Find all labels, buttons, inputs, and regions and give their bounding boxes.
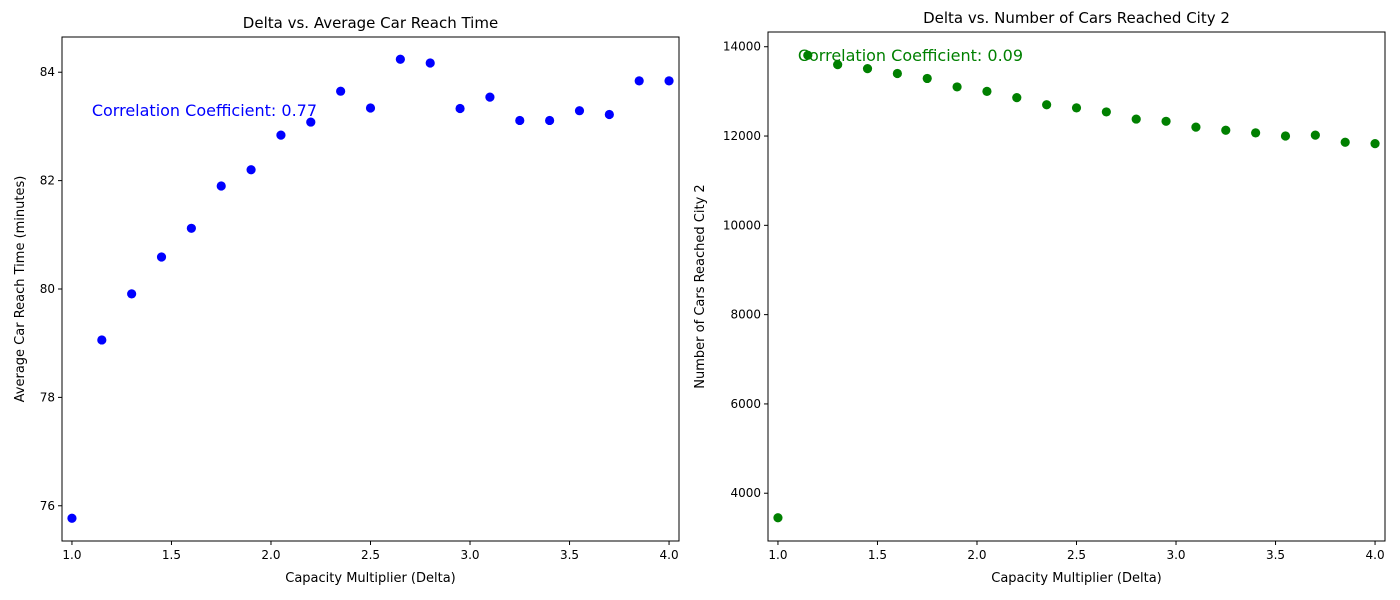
data-point <box>952 82 962 92</box>
x-tick-label: 1.5 <box>162 548 181 562</box>
data-point <box>216 181 226 191</box>
data-point <box>664 76 674 86</box>
data-point <box>97 335 107 345</box>
x-tick-label: 3.5 <box>560 548 579 562</box>
chart-panel-cars-reached: Delta vs. Number of Cars Reached City 2 1… <box>693 9 1386 586</box>
y-axis-label: Number of Cars Reached City 2 <box>693 184 708 388</box>
data-point <box>1071 103 1082 113</box>
data-point <box>425 58 435 68</box>
data-point <box>127 289 137 299</box>
y-tick-label: 82 <box>40 174 55 188</box>
data-point <box>395 54 405 64</box>
y-tick-label: 78 <box>40 390 55 404</box>
x-axis-label: Capacity Multiplier (Delta) <box>991 571 1162 586</box>
x-tick-label: 1.0 <box>62 548 81 562</box>
data-point <box>485 92 495 102</box>
x-tick-label: 3.0 <box>460 548 479 562</box>
correlation-annotation: Correlation Coefficient: 0.77 <box>92 101 317 120</box>
data-point <box>773 513 783 523</box>
y-tick-label: 76 <box>40 499 55 513</box>
data-point <box>1221 125 1231 135</box>
data-point <box>1340 137 1350 147</box>
data-point <box>306 117 316 127</box>
data-point <box>276 130 286 140</box>
data-point <box>892 68 902 79</box>
data-point <box>574 106 585 116</box>
data-point <box>1310 130 1320 140</box>
data-point <box>1191 122 1201 132</box>
data-point <box>336 86 346 96</box>
data-point <box>922 73 932 84</box>
y-tick-label: 6000 <box>730 397 761 411</box>
data-point <box>1131 114 1141 124</box>
data-point <box>604 109 614 120</box>
chart-panel-reach-time: Delta vs. Average Car Reach Time 1.0 1.5 2.… <box>13 14 680 586</box>
data-point <box>455 103 465 114</box>
data-point <box>246 165 256 175</box>
x-tick-label: 2.5 <box>361 548 380 562</box>
y-tick-label: 84 <box>40 65 55 79</box>
x-tick-label: 3.0 <box>1166 548 1185 562</box>
y-tick-label: 14000 <box>723 40 761 54</box>
x-tick-label: 1.0 <box>768 548 787 562</box>
x-tick-label: 4.0 <box>660 548 679 562</box>
y-tick-label: 10000 <box>723 218 761 232</box>
data-point <box>1280 131 1291 141</box>
y-tick-label: 80 <box>40 282 55 296</box>
data-point <box>982 86 992 96</box>
data-point <box>1012 93 1022 103</box>
data-point <box>1161 116 1171 126</box>
y-tick-label: 8000 <box>730 308 761 322</box>
y-axis-label: Average Car Reach Time (minutes) <box>13 176 28 403</box>
data-point <box>862 64 873 74</box>
x-tick-label: 1.5 <box>868 548 887 562</box>
data-point <box>1101 107 1111 117</box>
data-point <box>1370 139 1380 149</box>
data-point <box>186 223 196 233</box>
data-point <box>1251 128 1261 138</box>
chart-title: Delta vs. Average Car Reach Time <box>243 14 498 32</box>
y-tick-label: 4000 <box>730 486 761 500</box>
y-tick-label: 12000 <box>723 129 761 143</box>
x-tick-label: 4.0 <box>1366 548 1385 562</box>
correlation-annotation: Correlation Coefficient: 0.09 <box>798 46 1023 65</box>
chart-title: Delta vs. Number of Cars Reached City 2 <box>923 9 1230 27</box>
data-point <box>156 252 167 262</box>
x-tick-label: 2.0 <box>261 548 280 562</box>
x-tick-label: 2.5 <box>1067 548 1086 562</box>
data-point <box>1042 100 1052 110</box>
data-point <box>67 513 77 523</box>
x-tick-label: 3.5 <box>1266 548 1285 562</box>
data-point <box>634 76 644 86</box>
x-axis-label: Capacity Multiplier (Delta) <box>285 571 456 586</box>
x-tick-label: 2.0 <box>967 548 986 562</box>
data-point <box>803 50 813 60</box>
data-point <box>365 103 376 113</box>
data-point <box>515 115 525 126</box>
data-point <box>545 115 555 126</box>
data-point <box>833 59 843 70</box>
